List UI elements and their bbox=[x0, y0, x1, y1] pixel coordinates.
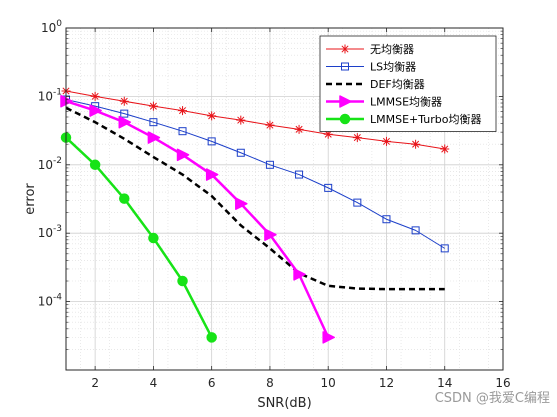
series-1-point bbox=[207, 111, 217, 121]
legend-item-1: 无均衡器 bbox=[326, 43, 414, 56]
y-tick-label: 10-4 bbox=[38, 293, 63, 309]
series-2-point bbox=[265, 160, 274, 169]
series-4-point bbox=[176, 148, 190, 162]
series-5-point bbox=[148, 232, 159, 244]
x-tick-label: 2 bbox=[91, 376, 99, 390]
series-line-5 bbox=[65, 136, 213, 338]
series-4 bbox=[60, 94, 335, 344]
series-5-point bbox=[119, 193, 130, 204]
series-3 bbox=[65, 106, 445, 291]
series-1-point bbox=[148, 101, 158, 111]
series-1-point bbox=[440, 144, 450, 154]
series-1-point bbox=[381, 136, 391, 146]
series-4-point bbox=[322, 331, 335, 344]
x-tick-label: 14 bbox=[437, 376, 452, 390]
legend-item-5: LMMSE+Turbo均衡器 bbox=[326, 113, 482, 126]
legend-item-3: DEF均衡器 bbox=[326, 78, 425, 91]
series-2-point bbox=[207, 137, 216, 146]
series-2-point bbox=[440, 244, 449, 253]
series-line-4 bbox=[65, 100, 330, 338]
legend-item-4: LMMSE均衡器 bbox=[326, 95, 442, 109]
x-tick-label: 12 bbox=[379, 376, 394, 390]
series-1-point bbox=[323, 129, 333, 139]
watermark: CSDN @我爱C编程 bbox=[435, 391, 550, 406]
legend-label: LS均衡器 bbox=[370, 61, 416, 74]
minor-grid bbox=[66, 28, 503, 370]
legend-marker bbox=[339, 95, 352, 108]
series-2-point bbox=[382, 215, 391, 224]
legend-label: LMMSE均衡器 bbox=[370, 96, 442, 109]
y-tick-label: 100 bbox=[41, 19, 62, 35]
series-4-point bbox=[205, 168, 219, 181]
series-1-point bbox=[265, 120, 275, 130]
series-4-point bbox=[147, 131, 161, 144]
y-tick-label: 10-3 bbox=[38, 224, 62, 240]
series-2-point bbox=[120, 109, 129, 118]
series-1-point bbox=[294, 124, 304, 134]
series-2-point bbox=[411, 226, 420, 235]
series-5 bbox=[60, 132, 217, 343]
series-1-point bbox=[236, 115, 246, 125]
series-5-point bbox=[206, 332, 217, 343]
x-axis-label: SNR(dB) bbox=[257, 396, 311, 411]
series-1-point bbox=[178, 106, 188, 116]
series-line-2 bbox=[65, 99, 445, 249]
series-2-point bbox=[295, 170, 304, 179]
y-axis-label: error bbox=[23, 183, 38, 215]
legend: 无均衡器 LS均衡器 DEF均衡器 LMMSE均衡器 LMMSE+Turbo均衡器 bbox=[319, 35, 497, 132]
series-5-point bbox=[89, 159, 101, 171]
series-layer bbox=[60, 86, 450, 344]
series-1-point bbox=[352, 133, 362, 143]
series-4-point bbox=[235, 197, 248, 210]
legend-label: LMMSE+Turbo均衡器 bbox=[370, 113, 482, 126]
series-2-point bbox=[353, 198, 362, 207]
series-1-point bbox=[90, 91, 100, 101]
legend-label: DEF均衡器 bbox=[370, 78, 425, 91]
x-tick-label: 8 bbox=[266, 376, 274, 390]
series-line-3 bbox=[65, 106, 445, 291]
series-line-1 bbox=[65, 90, 445, 150]
series-4-point bbox=[293, 268, 306, 281]
series-2 bbox=[62, 95, 449, 253]
legend-marker bbox=[339, 113, 351, 125]
series-2-point bbox=[149, 118, 158, 127]
series-2-point bbox=[324, 183, 333, 192]
series-1-point bbox=[411, 139, 421, 149]
series-2-point bbox=[236, 148, 245, 157]
series-1-point bbox=[119, 96, 129, 106]
x-tick-label: 4 bbox=[150, 376, 158, 390]
y-tick-label: 10-1 bbox=[38, 87, 62, 103]
x-tick-label: 6 bbox=[208, 376, 216, 390]
major-grid bbox=[66, 28, 503, 370]
plot-box bbox=[65, 27, 504, 371]
series-5-point bbox=[177, 275, 188, 287]
series-4-point bbox=[118, 115, 132, 129]
series-2-point bbox=[178, 127, 187, 136]
axis-ticks: 2 4 6 8 10 12 14 16 100 10-1 10-2 10-3 10-4 bbox=[38, 19, 511, 390]
series-4-point bbox=[264, 228, 277, 241]
x-tick-label: 16 bbox=[495, 376, 510, 390]
legend-label: 无均衡器 bbox=[370, 43, 414, 56]
legend-marker bbox=[341, 62, 349, 71]
legend-item-2: LS均衡器 bbox=[326, 61, 416, 74]
series-4-point bbox=[89, 104, 102, 117]
y-tick-label: 10-2 bbox=[38, 156, 62, 172]
x-tick-label: 10 bbox=[321, 376, 336, 390]
legend-marker bbox=[340, 44, 350, 54]
